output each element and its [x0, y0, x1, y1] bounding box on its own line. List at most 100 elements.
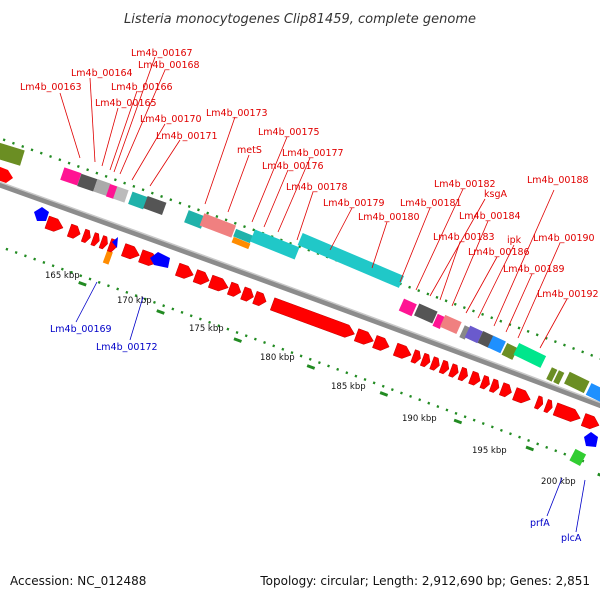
reverse-label-leaders [75, 281, 586, 533]
gc-tick [160, 194, 164, 198]
gc-tick [327, 364, 330, 368]
gc-tick [535, 333, 539, 337]
kbp-scale: 165 kbp 170 kbp 175 kbp 180 kbp 185 kbp … [45, 271, 600, 487]
forward-cds-arrow [80, 228, 91, 244]
gc-tick [427, 401, 431, 405]
reverse-cds-track [34, 207, 598, 447]
forward-cds-arrow [479, 375, 490, 390]
gc-tick [272, 344, 276, 348]
cog-box [553, 370, 565, 385]
gc-tick [49, 154, 52, 158]
gc-tick [60, 267, 64, 271]
kbp-tick-mark [597, 472, 600, 479]
gene-label: ksgA [484, 189, 507, 200]
kbp-tick-label: 195 kbp [472, 446, 507, 456]
forward-cds-arrow [468, 370, 481, 386]
cog-box [297, 232, 404, 288]
gc-tick [95, 171, 99, 175]
gc-tick [244, 334, 248, 338]
gc-tick [235, 330, 239, 334]
gc-tick [536, 442, 540, 446]
gene-label: Lm4b_00168 [138, 60, 200, 71]
kbp-tick-mark [306, 364, 316, 370]
forward-cds-arrow [269, 297, 355, 338]
gc-tick [499, 428, 503, 432]
gene-label: Lm4b_00189 [503, 264, 565, 275]
gc-tick [454, 411, 458, 415]
genome-backbone-highlight [0, 181, 600, 404]
gc-tick [97, 280, 101, 284]
gc-tick [462, 306, 466, 310]
gc-tick [169, 198, 173, 202]
gene-label: Lm4b_00177 [282, 148, 344, 159]
gc-tick [481, 422, 485, 426]
gc-tick [253, 337, 257, 341]
forward-cds-arrow [66, 223, 81, 239]
forward-cds-arrow [372, 335, 390, 351]
forward-cds-arrow [207, 274, 229, 292]
gc-tick [263, 340, 266, 345]
gc-tick [132, 184, 136, 188]
cog-box [233, 228, 253, 244]
gene-label: Lm4b_00164 [71, 68, 133, 79]
gc-tick [11, 141, 15, 145]
forward-cds-arrow [44, 215, 64, 232]
cog-box [93, 179, 111, 196]
gc-tick [39, 151, 43, 155]
gc-tick [435, 295, 439, 299]
cog-box [487, 335, 506, 354]
gc-tick [527, 439, 531, 443]
gc-tick [187, 204, 191, 208]
accession-text: Accession: NC_012488 [10, 574, 147, 588]
gc-tick [104, 174, 108, 178]
gc-tick [590, 353, 594, 357]
gene-label: Lm4b_00171 [156, 131, 218, 142]
gc-tick [70, 270, 74, 274]
forward-cds-arrow [419, 352, 431, 368]
gc-tick [481, 312, 485, 316]
topology-text: Topology: circular; Length: 2,912,690 bp… [260, 574, 590, 588]
gene-label: Lm4b_00184 [459, 211, 521, 222]
gene-label: Lm4b_00192 [537, 289, 599, 300]
gc-tick [143, 297, 147, 301]
kbp-tick-label: 170 kbp [117, 296, 152, 306]
forward-cds-arrow [98, 235, 108, 250]
gc-tick [545, 445, 549, 449]
gc-tick [526, 329, 530, 333]
gc-tick [113, 178, 117, 182]
gc-tick [153, 300, 156, 304]
forward-cds-arrow [240, 286, 254, 302]
gc-tick [563, 452, 567, 456]
gene-label: Lm4b_00165 [95, 98, 157, 109]
cog-box [464, 325, 483, 344]
forward-cds-arrow [533, 395, 544, 410]
gc-tick [106, 284, 110, 288]
gc-tick [553, 340, 557, 344]
forward-gene-labels: Lm4b_00163 Lm4b_00164 Lm4b_00165 Lm4b_00… [20, 48, 599, 300]
gene-label: ipk [507, 235, 522, 246]
gene-label: Lm4b_00169 [50, 324, 112, 335]
gc-tick [472, 309, 475, 313]
gc-tick [408, 285, 412, 289]
forward-label-leaders [59, 56, 568, 349]
cog-box [414, 303, 438, 324]
gene-label: Lm4b_00181 [400, 198, 462, 209]
forward-cds-arrow [174, 262, 194, 279]
gc-tick [141, 188, 145, 192]
forward-cds-arrow [392, 342, 412, 359]
gc-tick [171, 307, 175, 311]
cog-box [546, 367, 558, 382]
gene-label: Lm4b_00172 [96, 342, 158, 353]
forward-cds-arrow [90, 232, 100, 247]
cog-box [105, 184, 118, 199]
kbp-tick-mark [233, 337, 242, 343]
gc-tick [206, 211, 210, 215]
gc-tick [490, 425, 494, 429]
gc-tick [563, 343, 566, 347]
gc-tick [417, 289, 421, 293]
gene-label: Lm4b_00179 [323, 198, 385, 209]
gc-tick [554, 449, 558, 453]
gc-tick [390, 388, 394, 392]
